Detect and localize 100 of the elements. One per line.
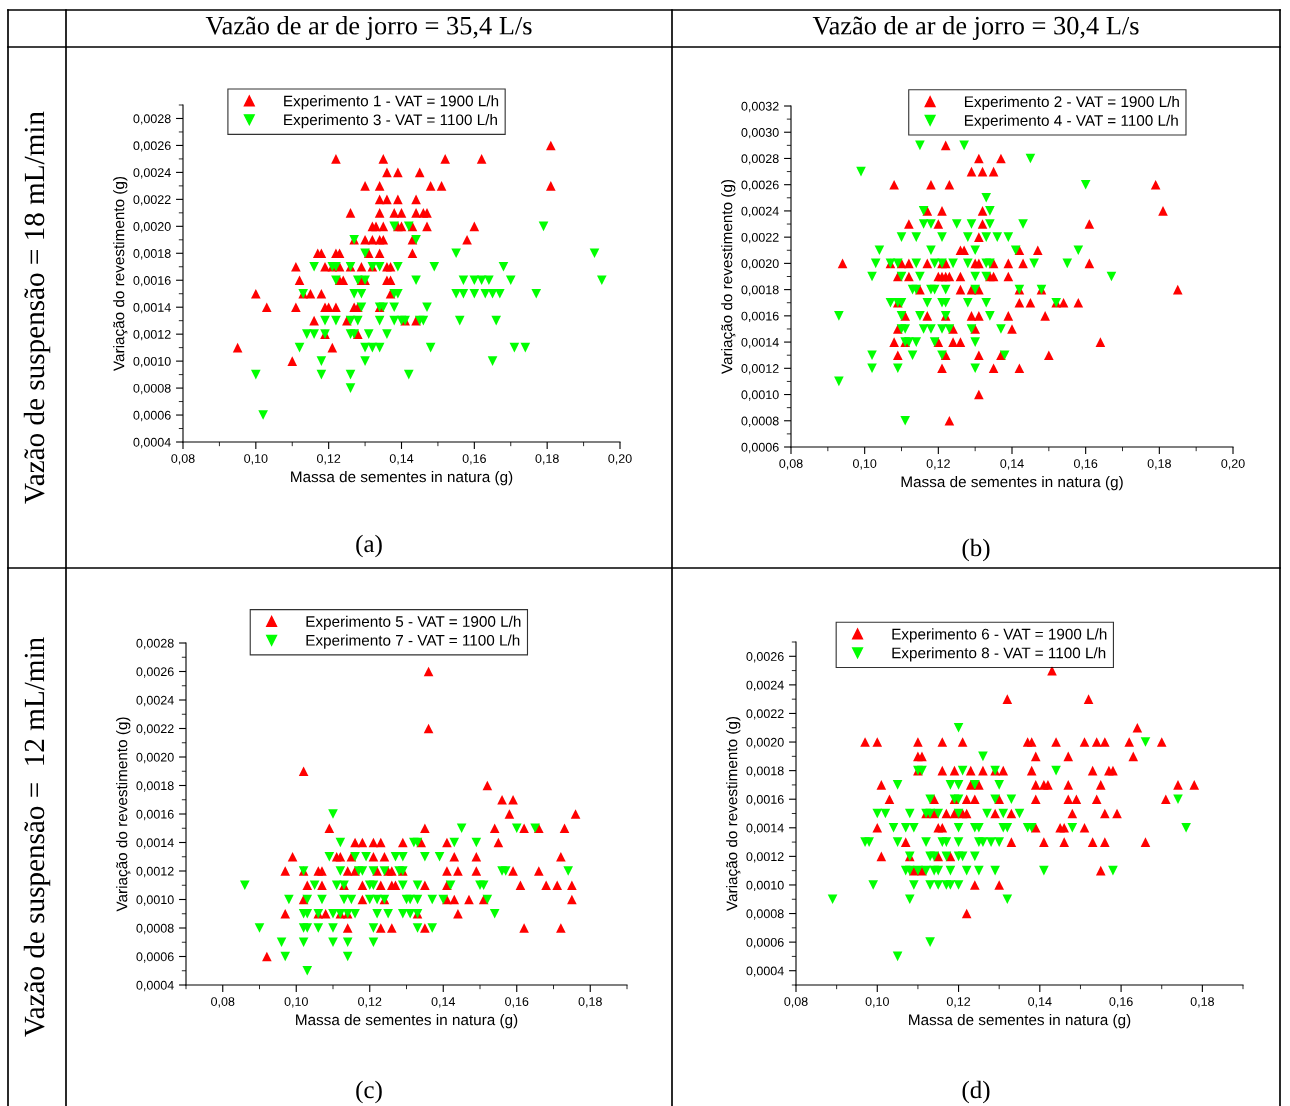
chart-title: Vazão de ar de jorro = 30,4 L/s <box>812 16 1139 40</box>
y-tick-label: 0,0020 <box>746 737 784 749</box>
y-tick-label: 0,0028 <box>133 114 171 125</box>
x-tick-label: 0,18 <box>1147 459 1171 470</box>
y-tick-label: 0,0024 <box>746 680 784 691</box>
y-tick-label: 0,0028 <box>741 154 779 165</box>
x-tick-label: 0,14 <box>1000 459 1024 470</box>
x-tick-label: 0,14 <box>1028 997 1052 1008</box>
y-tick-label: 0,0006 <box>133 410 171 422</box>
y-tick-label: 0,0022 <box>741 232 779 244</box>
legend-label: Experimento 2 - VAT = 1900 L/h <box>964 95 1179 111</box>
y-axis-title: Variação do revestimento (g) <box>113 176 128 371</box>
x-tick-label: 0,08 <box>779 459 803 470</box>
y-tick-label: 0,0020 <box>133 222 171 233</box>
legend-label: Experimento 4 - VAT = 1100 L/h <box>964 114 1178 129</box>
y-tick-label: 0,0012 <box>136 866 174 878</box>
x-axis-title: Massa de sementes in natura (g) <box>291 471 513 486</box>
y-tick-label: 0,0006 <box>741 442 779 454</box>
x-tick-label: 0,10 <box>852 459 877 470</box>
y-tick-label: 0,0018 <box>741 285 779 296</box>
y-tick-label: 0,0014 <box>136 838 174 849</box>
y-tick-label: 0,0004 <box>746 966 784 977</box>
x-tick-label: 0,18 <box>1190 997 1214 1008</box>
x-tick-label: 0,14 <box>389 454 414 465</box>
y-tick-label: 0,0006 <box>746 937 784 949</box>
legend-label: Experimento 7 - VAT = 1100 L/h <box>306 634 520 649</box>
y-tick-label: 0,0010 <box>741 390 779 401</box>
y-tick-label: 0,0010 <box>133 356 171 368</box>
x-tick-label: 0,18 <box>535 454 559 465</box>
x-tick-label: 0,12 <box>316 454 341 465</box>
y-tick-label: 0,0010 <box>136 895 174 906</box>
x-tick-label: 0,20 <box>1221 459 1245 470</box>
x-tick-label: 0,10 <box>244 454 268 465</box>
text: (c) <box>356 1080 382 1104</box>
legend-label: Experimento 5 - VAT = 1900 L/h <box>306 615 521 630</box>
y-axis-title: Variação do revestimento (g) <box>726 716 741 911</box>
x-tick-label: 0,12 <box>358 997 382 1008</box>
y-tick-label: 0,0022 <box>136 724 174 735</box>
y-tick-label: 0,0024 <box>136 695 174 707</box>
text: (a) <box>356 534 382 558</box>
text: (d) <box>962 1080 990 1104</box>
x-axis-title: Massa de sementes in natura (g) <box>901 476 1123 491</box>
y-tick-label: 0,0018 <box>746 766 784 777</box>
legend-label: Experimento 3 - VAT = 1100 L/h <box>284 113 497 129</box>
x-tick-label: 0,10 <box>284 997 308 1008</box>
y-tick-label: 0,0024 <box>133 168 171 179</box>
y-tick-label: 0,0032 <box>741 101 779 113</box>
legend-label: Experimento 1 - VAT = 1900 L/h <box>284 95 499 110</box>
x-tick-label: 0,12 <box>926 459 950 470</box>
y-tick-label: 0,0028 <box>136 638 174 650</box>
text: (b) <box>962 538 990 562</box>
text: Vazão de suspensão = 12 mL/min <box>23 637 51 1037</box>
x-tick-label: 0,08 <box>211 997 235 1008</box>
y-tick-label: 0,0026 <box>136 667 174 678</box>
y-tick-label: 0,0006 <box>136 952 174 963</box>
y-tick-label: 0,0016 <box>741 311 779 322</box>
y-tick-label: 0,0008 <box>133 383 171 395</box>
y-tick-label: 0,0030 <box>741 128 779 139</box>
chart-title: Vazão de ar de jorro = 35,4 L/s <box>205 16 532 40</box>
text: Vazão de suspensão = 18 mL/min <box>23 111 51 504</box>
x-tick-label: 0,16 <box>1109 997 1133 1008</box>
y-tick-label: 0,0018 <box>136 781 174 792</box>
x-tick-label: 0,16 <box>505 997 529 1008</box>
y-tick-label: 0,0026 <box>746 652 784 663</box>
y-tick-label: 0,0026 <box>741 180 779 191</box>
x-tick-label: 0,08 <box>171 454 195 465</box>
y-tick-label: 0,0008 <box>741 416 779 427</box>
x-axis-title: Massa de sementes in natura (g) <box>909 1014 1131 1029</box>
y-tick-label: 0,0008 <box>746 909 784 920</box>
y-tick-label: 0,0016 <box>133 276 171 287</box>
y-tick-label: 0,0014 <box>133 303 171 314</box>
y-tick-label: 0,0024 <box>741 206 779 218</box>
y-tick-label: 0,0018 <box>133 249 171 260</box>
y-axis-title: Variação do revestimento (g) <box>116 717 131 912</box>
y-tick-label: 0,0016 <box>136 809 174 821</box>
x-tick-label: 0,10 <box>865 997 889 1008</box>
x-tick-label: 0,18 <box>578 997 602 1008</box>
x-tick-label: 0,14 <box>431 997 456 1008</box>
y-tick-label: 0,0004 <box>136 980 174 992</box>
y-tick-label: 0,0026 <box>133 141 171 152</box>
y-tick-label: 0,0004 <box>133 437 171 449</box>
x-tick-label: 0,08 <box>784 997 808 1008</box>
y-tick-label: 0,0022 <box>133 195 171 206</box>
y-tick-label: 0,0020 <box>136 752 174 764</box>
y-tick-label: 0,0014 <box>746 823 784 834</box>
y-tick-label: 0,0012 <box>741 364 779 375</box>
y-tick-label: 0,0020 <box>741 259 779 270</box>
y-tick-label: 0,0012 <box>133 329 171 341</box>
x-tick-label: 0,16 <box>1073 459 1098 470</box>
y-tick-label: 0,0016 <box>746 795 784 806</box>
x-tick-label: 0,16 <box>462 454 486 465</box>
y-tick-label: 0,0012 <box>746 852 784 863</box>
x-tick-label: 0,20 <box>608 454 632 465</box>
x-tick-label: 0,12 <box>946 997 971 1008</box>
y-tick-label: 0,0010 <box>746 880 784 892</box>
y-tick-label: 0,0008 <box>136 923 174 935</box>
legend-label: Experimento 6 - VAT = 1900 L/h <box>892 628 1107 643</box>
legend-label: Experimento 8 - VAT = 1100 L/h <box>892 647 1106 662</box>
y-tick-label: 0,0014 <box>741 337 779 349</box>
y-tick-label: 0,0022 <box>746 709 784 720</box>
